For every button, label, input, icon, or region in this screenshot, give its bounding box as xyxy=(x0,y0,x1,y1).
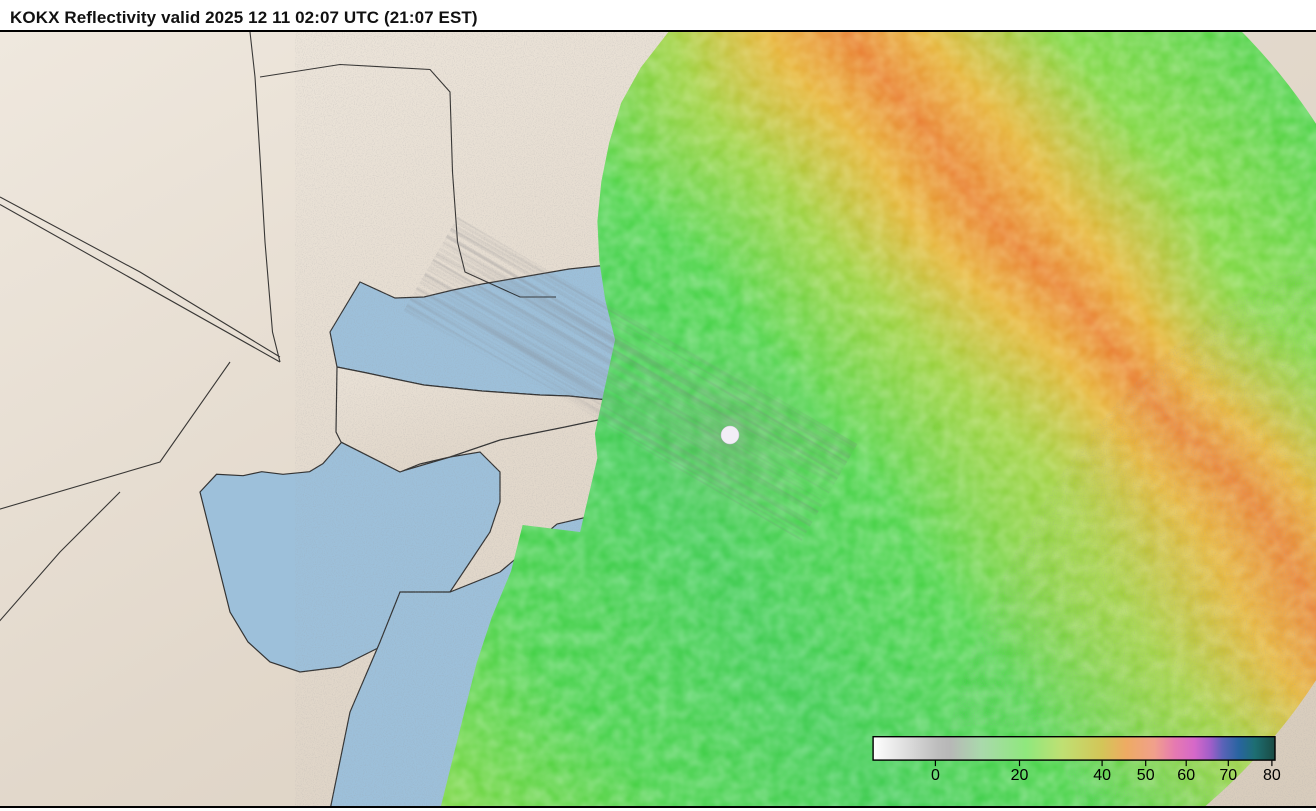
svg-text:40: 40 xyxy=(1093,767,1111,784)
svg-text:60: 60 xyxy=(1177,767,1195,784)
svg-text:70: 70 xyxy=(1219,767,1237,784)
svg-text:0: 0 xyxy=(931,767,940,784)
svg-text:80: 80 xyxy=(1263,767,1281,784)
svg-text:50: 50 xyxy=(1137,767,1155,784)
svg-text:20: 20 xyxy=(1011,767,1029,784)
